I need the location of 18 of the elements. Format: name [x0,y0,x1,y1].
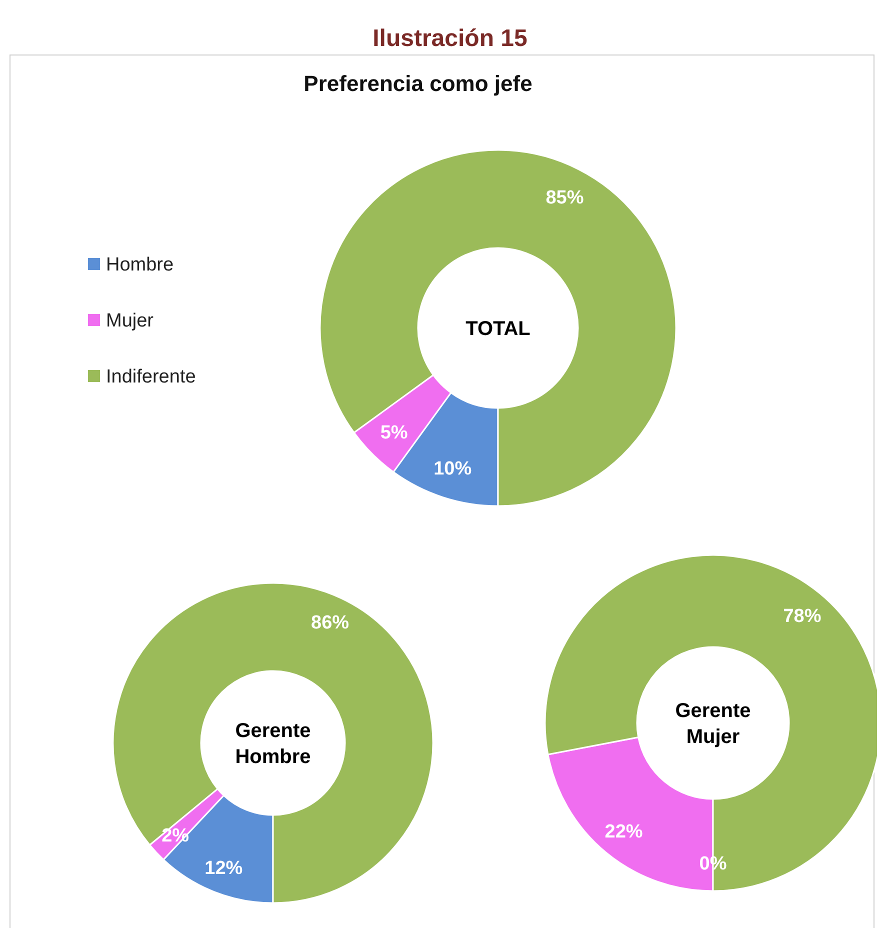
data-label: 85% [546,188,584,209]
data-label: 78% [783,606,822,627]
data-label: 5% [380,422,408,444]
text: TOTAL [466,318,530,340]
legend-label: Hombre [106,254,174,276]
text: Gerente Hombre [235,720,311,768]
chart-subtitle: Preferencia como jefe [304,71,532,96]
data-label: 12% [204,858,243,880]
text: 0% [699,854,727,875]
data-label: 22% [604,822,643,843]
donut-slice [112,582,434,904]
legend-label: Mujer [106,310,154,332]
donut-slice [319,149,677,507]
chart-title: Ilustración 15 [372,25,528,52]
data-label: 86% [311,612,350,634]
data-label: 10% [434,458,472,480]
legend-label: Indiferente [106,366,196,388]
text: Gerente Mujer [675,700,751,748]
